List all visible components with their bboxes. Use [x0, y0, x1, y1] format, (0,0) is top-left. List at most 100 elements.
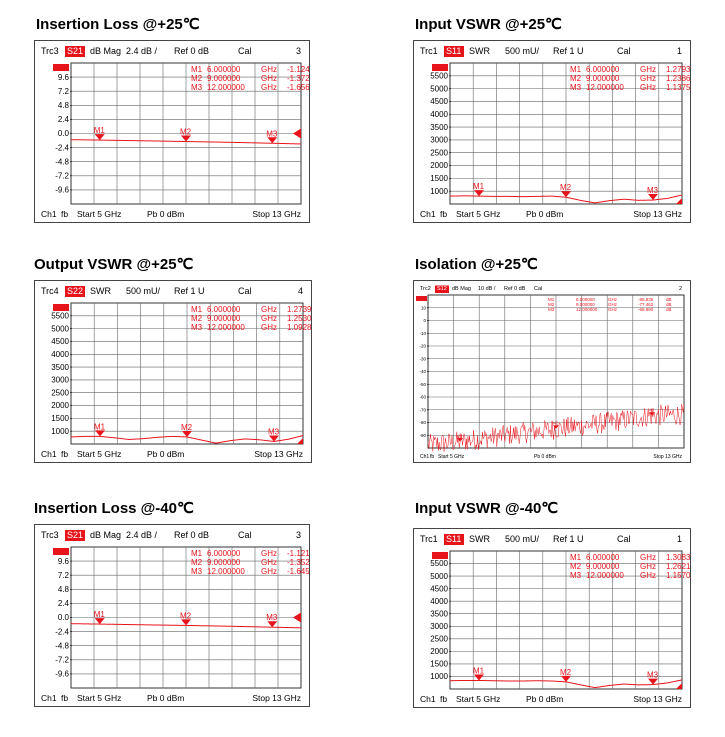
y-tick-label: 7.2 — [58, 571, 70, 580]
panel-title: Input VSWR @-40℃ — [415, 500, 559, 517]
channel-number: 3 — [296, 530, 301, 540]
marker-value-unit: dB — [666, 297, 672, 302]
y-tick-label: -50 — [419, 382, 426, 387]
y-tick-label: -7.2 — [55, 655, 69, 664]
ref-label: Ref 0 dB — [174, 46, 209, 56]
y-tick-label: -2.4 — [55, 143, 69, 152]
marker-label: M2 — [560, 668, 572, 677]
y-tick-label: -30 — [419, 356, 426, 361]
marker-label: M2 — [552, 421, 559, 426]
y-tick-label: 5500 — [430, 71, 448, 80]
marker-freq-unit: GHz — [608, 302, 618, 307]
footer-power: Pb 0 dBm — [147, 693, 184, 703]
y-tick-label: 3500 — [51, 363, 69, 372]
ref-label: Ref 1 U — [553, 46, 584, 56]
marker-freq-unit: GHz — [640, 562, 656, 571]
marker-freq-unit: GHz — [261, 567, 277, 576]
marker-label: M1 — [456, 433, 463, 438]
trace-label: Trc4 — [41, 286, 59, 296]
y-tick-label: 2.4 — [58, 599, 70, 608]
panel-title: Isolation @+25℃ — [415, 256, 538, 273]
marker-value: 1.2793 — [666, 65, 690, 74]
footer-channel: Ch1 — [420, 454, 429, 460]
y-tick-label: 9.6 — [58, 557, 70, 566]
y-tick-label: 4.8 — [58, 101, 70, 110]
sparam-badge: S21 — [67, 46, 83, 56]
marker-freq-unit: GHz — [261, 323, 277, 332]
marker-triangle — [269, 435, 279, 442]
marker-freq-unit: GHz — [261, 558, 277, 567]
y-tick-label: 5000 — [51, 324, 69, 333]
format-label: dB Mag — [90, 46, 121, 56]
footer-stop: Stop 13 GHz — [633, 694, 682, 704]
sparam-badge: S12 — [437, 286, 447, 292]
marker-freq-unit: GHz — [608, 307, 618, 312]
marker-triangle — [181, 135, 191, 142]
channel-number: 4 — [298, 286, 303, 296]
ref-marker-badge — [53, 548, 69, 555]
marker-label: M2 — [181, 423, 193, 432]
marker-freq: 9.000000 — [207, 314, 241, 323]
y-tick-label: 4000 — [51, 350, 69, 359]
vna-plot: Trc1 S11 SWR 500 mU/Ref 1 U Cal 1 5500 5000 4500… — [420, 534, 712, 704]
marker-triangle — [457, 437, 463, 442]
marker-name: M2 — [191, 314, 203, 323]
y-tick-label: 0.0 — [58, 129, 70, 138]
marker-value: -1.1243 — [287, 65, 309, 74]
marker-value: 1.2621 — [666, 562, 690, 571]
marker-freq-unit: GHz — [640, 553, 656, 562]
vna-plot: Trc3 S21 dB Mag 2.4 dB / Ref 0 dB Cal 3 9.6 7.2 4… — [41, 46, 337, 219]
marker-name: M2 — [191, 74, 203, 83]
sparam-badge-bg — [65, 46, 85, 57]
marker-freq: 9.000000 — [207, 558, 241, 567]
marker-value: -1.3523 — [287, 558, 309, 567]
sparam-badge-bg — [435, 285, 449, 293]
channel-number: 2 — [679, 286, 682, 292]
footer-power: Pb 0 dBm — [147, 449, 184, 459]
cal-label: Cal — [238, 286, 252, 296]
marker-triangle — [474, 190, 484, 197]
marker-name: M3 — [191, 83, 203, 92]
marker-freq-unit: GHz — [261, 549, 277, 558]
y-tick-label: 1500 — [430, 660, 448, 669]
footer-channel: Ch1 — [41, 693, 57, 703]
footer-power: Pb 0 dBm — [147, 209, 184, 219]
cal-label: Cal — [238, 46, 252, 56]
sparam-badge-bg — [65, 286, 85, 297]
marker-name: M2 — [548, 302, 555, 307]
footer-fb: fb — [61, 449, 68, 459]
marker-freq: 12.000000 — [586, 571, 624, 580]
cal-label: Cal — [617, 46, 631, 56]
marker-value: -77.462 — [638, 302, 654, 307]
marker-value: 1.1375 — [666, 83, 690, 92]
ref-label: Ref 1 U — [553, 534, 584, 544]
footer-fb: fb — [61, 209, 68, 219]
marker-name: M2 — [191, 558, 203, 567]
ref-arrow — [676, 683, 682, 689]
sparam-badge-bg — [65, 530, 85, 541]
ref-arrow — [293, 128, 301, 139]
sparam-badge-bg — [444, 46, 464, 57]
format-label: SWR — [469, 46, 490, 56]
footer-start: Start 5 GHz — [77, 449, 121, 459]
marker-value: -68.890 — [638, 307, 654, 312]
y-tick-label: -10 — [419, 331, 426, 336]
marker-freq-unit: GHz — [640, 571, 656, 580]
footer-stop: Stop 13 GHz — [252, 693, 301, 703]
y-tick-label: 1500 — [430, 174, 448, 183]
marker-label: M3 — [268, 427, 280, 436]
marker-triangle — [648, 678, 658, 685]
footer-power: Pb 0 dBm — [526, 209, 563, 219]
y-tick-label: -70 — [419, 407, 426, 412]
footer-power: Pb 0 dBm — [526, 694, 563, 704]
y-tick-label: 1000 — [51, 427, 69, 436]
marker-label: M3 — [647, 671, 659, 680]
sparam-badge-bg — [444, 534, 464, 545]
y-tick-label: -20 — [419, 344, 426, 349]
sparam-badge: S21 — [67, 530, 83, 540]
y-tick-label: -80 — [419, 420, 426, 425]
marker-freq: 12.000000 — [207, 323, 245, 332]
marker-freq: 6.000000 — [207, 549, 241, 558]
marker-value: -1.3721 — [287, 74, 309, 83]
marker-label: M1 — [473, 666, 485, 675]
